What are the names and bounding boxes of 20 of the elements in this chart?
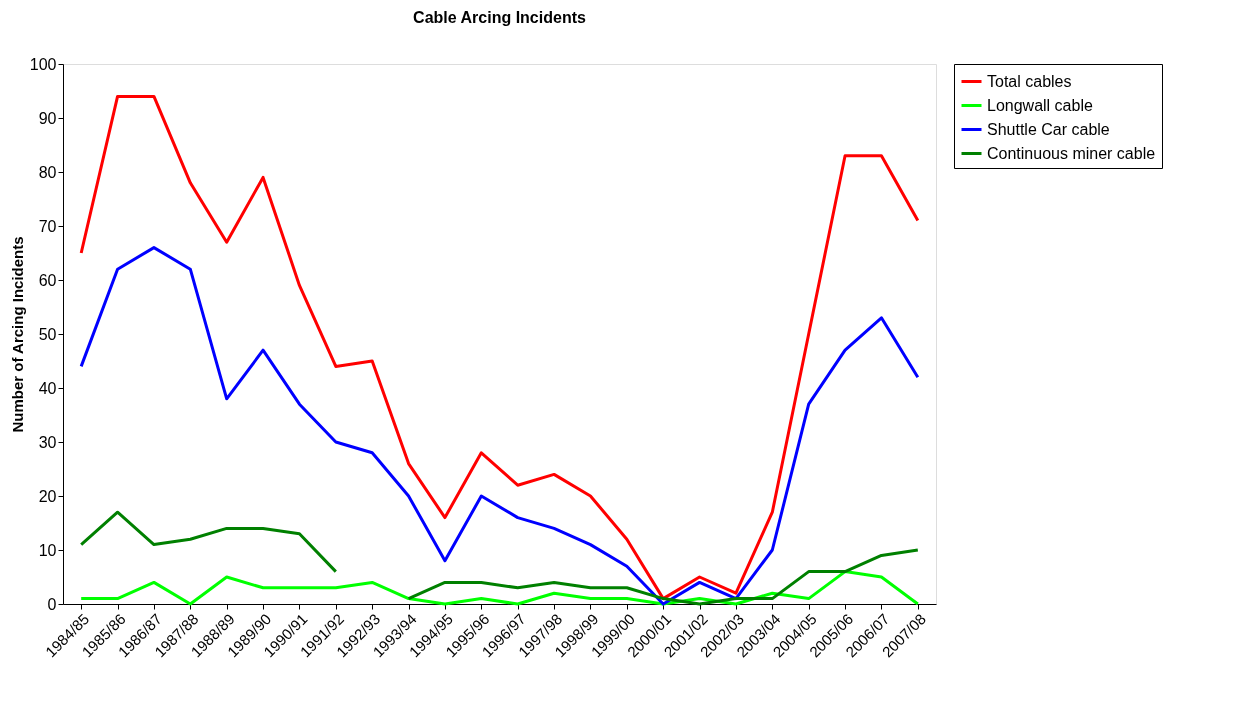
y-axis-title: Number of Arcing Incidents <box>8 236 26 433</box>
y-tick-label: 10 <box>38 541 57 559</box>
y-tick-label: 0 <box>47 595 57 613</box>
y-tick-label: 60 <box>38 271 57 289</box>
y-tick-label: 30 <box>38 433 57 451</box>
legend-label: Continuous miner cable <box>987 144 1156 162</box>
y-tick-label: 100 <box>29 55 57 73</box>
y-tick-label: 90 <box>38 109 57 127</box>
legend-label: Shuttle Car cable <box>987 120 1110 138</box>
y-tick-label: 70 <box>38 217 57 235</box>
chart-title: Cable Arcing Incidents <box>413 9 586 26</box>
line-series <box>79 570 920 606</box>
y-tick-label: 80 <box>38 163 57 181</box>
line-series <box>79 94 920 601</box>
y-tick-label: 50 <box>38 325 57 343</box>
legend-label: Longwall cable <box>987 96 1093 114</box>
legend-label: Total cables <box>987 72 1072 90</box>
y-tick-label: 40 <box>38 379 57 397</box>
y-tick-label: 20 <box>38 487 57 505</box>
line-series <box>79 246 920 606</box>
